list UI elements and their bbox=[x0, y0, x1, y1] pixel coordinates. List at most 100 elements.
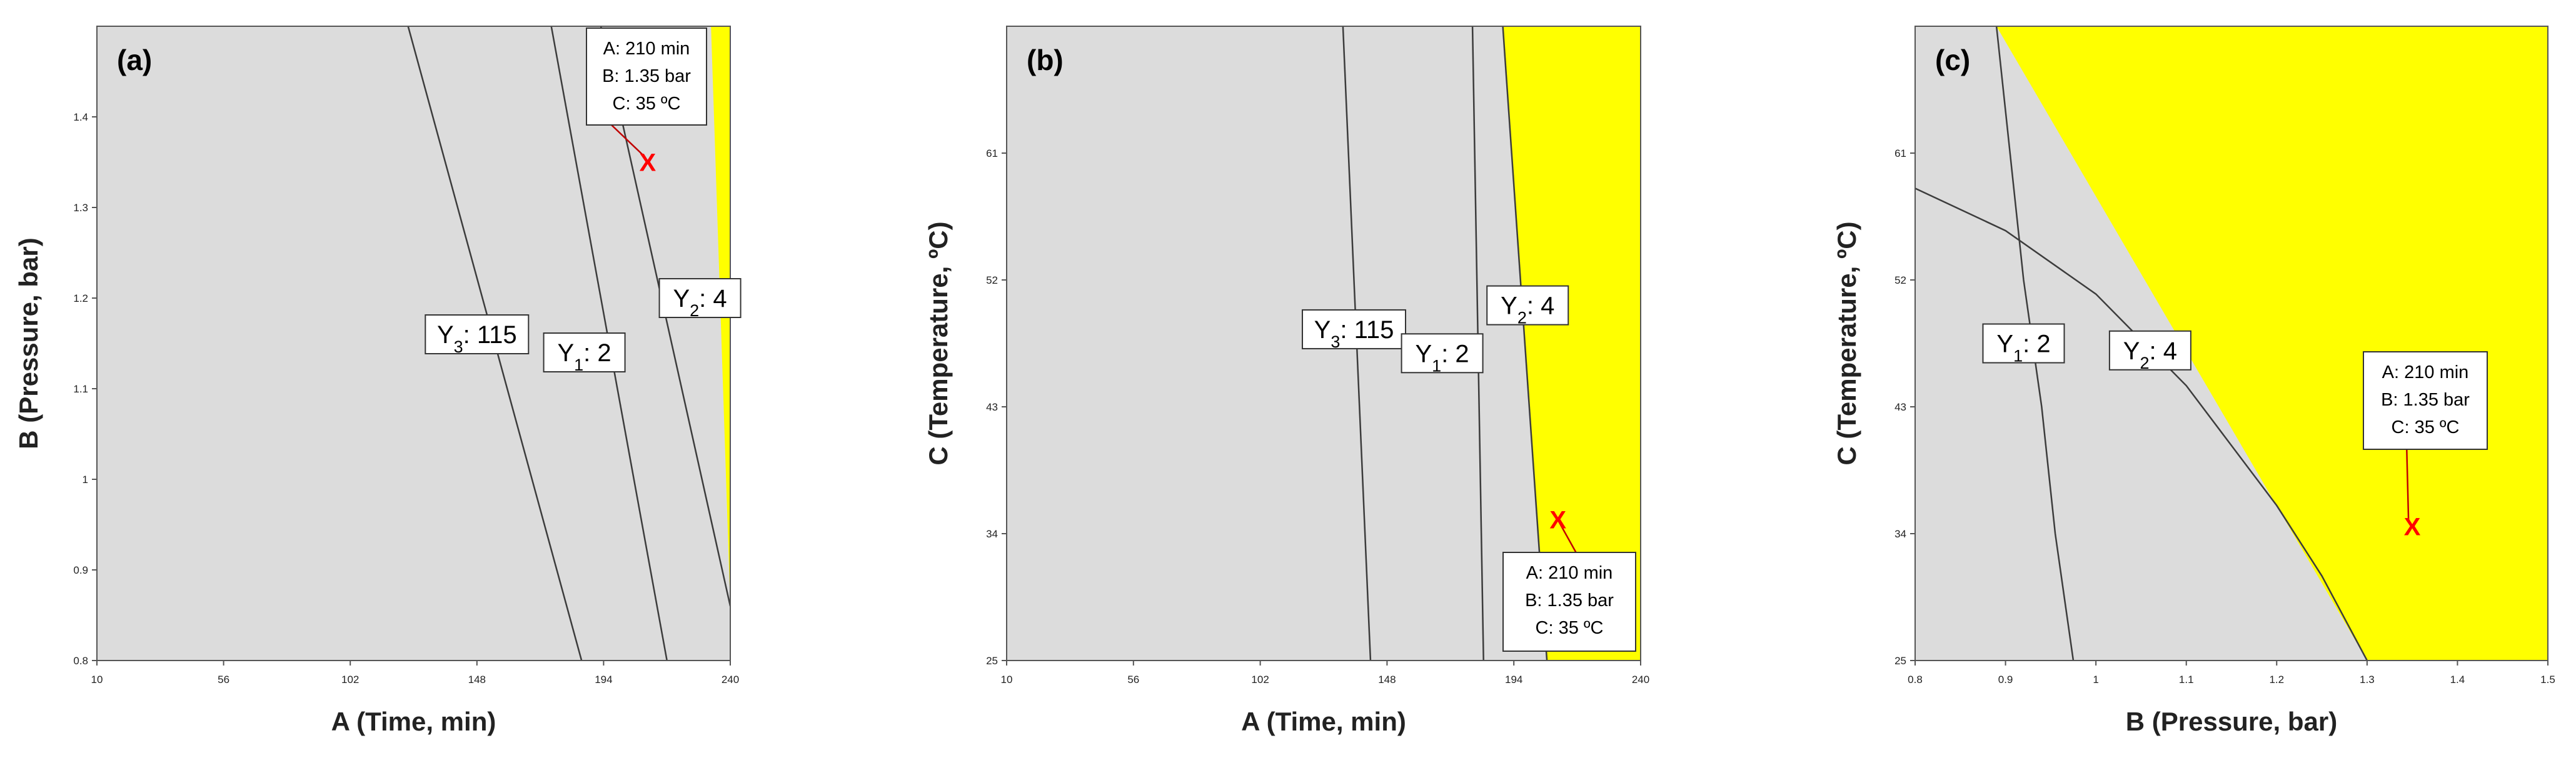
contour-label-sub: 1 bbox=[1432, 356, 1441, 375]
annotation-line: C: 35 ºC bbox=[1536, 618, 1604, 638]
y-tick-label: 61 bbox=[1894, 147, 1906, 159]
contour-label: Y2: 4 bbox=[658, 278, 742, 320]
contour-label-box bbox=[1401, 333, 1484, 374]
contour-label-text: Y3: 115 bbox=[437, 321, 517, 356]
contour-label-sub: 1 bbox=[574, 356, 583, 374]
x-tick-label: 56 bbox=[1127, 674, 1139, 686]
y-tick-label: 34 bbox=[986, 528, 998, 540]
x-tick-label: 1.2 bbox=[2269, 674, 2284, 686]
contour-label-sub: 3 bbox=[1331, 332, 1340, 351]
contour-label-text: Y2: 4 bbox=[2123, 337, 2177, 372]
contour-label-text: Y1: 2 bbox=[1996, 331, 2050, 366]
annotation-leader bbox=[2406, 449, 2410, 521]
annotation-line: A: 210 min bbox=[603, 39, 690, 59]
x-tick-label: 194 bbox=[595, 674, 612, 686]
contour-label-value: : 4 bbox=[1527, 292, 1554, 320]
x-tick-label: 102 bbox=[1251, 674, 1269, 686]
contour-label-y: Y bbox=[557, 339, 574, 367]
contour-label-value: : 115 bbox=[463, 321, 517, 349]
annotation-line: A: 210 min bbox=[1526, 563, 1613, 583]
contour-label: Y3: 115 bbox=[425, 314, 530, 356]
x-tick-label: 102 bbox=[341, 674, 359, 686]
x-tick-label: 1.1 bbox=[2179, 674, 2194, 686]
contour-line bbox=[1915, 187, 2368, 661]
contour-label-y: Y bbox=[1501, 292, 1517, 320]
annotation-line: A: 210 min bbox=[2382, 362, 2469, 382]
annotation-leader bbox=[611, 124, 645, 157]
optimum-marker: X bbox=[2404, 514, 2421, 541]
panel-label: (b) bbox=[1027, 44, 1064, 76]
x-tick-label: 240 bbox=[722, 674, 739, 686]
y-tick-label: 1 bbox=[83, 474, 88, 486]
y-tick-label: 43 bbox=[986, 401, 998, 413]
y-tick-label: 43 bbox=[1894, 401, 1906, 413]
y-tick-label: 34 bbox=[1894, 528, 1906, 540]
x-tick-label: 0.8 bbox=[1908, 674, 1923, 686]
contour-label-box bbox=[543, 332, 626, 372]
x-tick-label: 56 bbox=[218, 674, 229, 686]
contour-label: Y1: 2 bbox=[1982, 323, 2065, 366]
contour-label-sub: 2 bbox=[1517, 309, 1527, 327]
contour-label: Y2: 4 bbox=[1486, 285, 1569, 327]
plot-frame bbox=[1006, 26, 1641, 661]
optimum-annotation: A: 210 min B: 1.35 bar C: 35 ºC bbox=[1502, 512, 1636, 652]
annotation-box bbox=[1502, 552, 1636, 652]
annotation-box bbox=[586, 27, 707, 126]
y-tick-label: 1.4 bbox=[73, 111, 88, 123]
contour-label: Y2: 4 bbox=[2108, 330, 2191, 372]
contour-label-value: : 2 bbox=[1441, 340, 1469, 367]
contour-label-box bbox=[1486, 285, 1569, 326]
contour-label-y: Y bbox=[1996, 331, 2013, 358]
panel-1: 10 56 102 148 194 240 0.8 0.9 1 1.1 1.2 1.3 1.4 A (Ti… bbox=[14, 26, 742, 736]
contour-label-text: Y2: 4 bbox=[673, 285, 727, 320]
contour-label-sub: 1 bbox=[2013, 347, 2023, 366]
x-tick-label: 240 bbox=[1632, 674, 1649, 686]
contour-label-value: : 2 bbox=[2023, 331, 2050, 358]
contour-label-y: Y bbox=[1415, 340, 1432, 367]
y-tick-label: 1.3 bbox=[73, 202, 88, 214]
y-tick-label: 25 bbox=[986, 655, 998, 667]
y-tick-label: 0.8 bbox=[73, 655, 88, 667]
annotation-line: B: 1.35 bar bbox=[1525, 591, 1614, 611]
contour-label-text: Y1: 2 bbox=[1415, 340, 1469, 375]
contour-label-value: : 4 bbox=[699, 285, 727, 312]
y-tick-label: 61 bbox=[986, 147, 998, 159]
contour-label: Y3: 115 bbox=[1301, 309, 1406, 351]
y-tick-label: 25 bbox=[1894, 655, 1906, 667]
x-axis-label: B (Pressure, bar) bbox=[2126, 707, 2337, 736]
contour-label-sub: 3 bbox=[454, 337, 463, 356]
annotation-line: B: 1.35 bar bbox=[2381, 390, 2470, 410]
contour-label-box bbox=[1982, 323, 2065, 364]
optimum-marker: X bbox=[640, 149, 657, 177]
y-tick-label: 1.1 bbox=[73, 383, 88, 395]
x-tick-label: 1.4 bbox=[2450, 674, 2465, 686]
x-tick-label: 10 bbox=[1001, 674, 1013, 686]
x-axis-label: A (Time, min) bbox=[331, 707, 496, 736]
annotation-line: B: 1.35 bar bbox=[602, 66, 691, 86]
y-tick-label: 52 bbox=[986, 274, 998, 286]
y-tick-label: 52 bbox=[1894, 274, 1906, 286]
annotation-line: C: 35 ºC bbox=[613, 94, 681, 114]
panel-2: 10 56 102 148 194 240 25 34 43 52 61 A (Time, min) C… bbox=[923, 26, 1649, 736]
contour-label-y: Y bbox=[437, 321, 454, 349]
optimum-annotation: A: 210 min B: 1.35 bar C: 35 ºC bbox=[2363, 351, 2488, 521]
contour-label-value: : 115 bbox=[1340, 316, 1394, 344]
contour-label-sub: 2 bbox=[2140, 354, 2149, 372]
y-axis-label: B (Pressure, bar) bbox=[14, 237, 43, 449]
y-axis-label: C (Temperature, ºC) bbox=[923, 221, 953, 465]
contour-label-box bbox=[2108, 330, 2191, 371]
y-tick-label: 0.9 bbox=[73, 564, 88, 576]
contour-label-sub: 2 bbox=[690, 301, 699, 320]
contour-label-box bbox=[425, 314, 530, 354]
x-tick-label: 194 bbox=[1505, 674, 1522, 686]
panel-label: (c) bbox=[1935, 44, 1970, 76]
contour-label-value: : 2 bbox=[583, 339, 611, 367]
x-tick-label: 148 bbox=[468, 674, 486, 686]
y-axis-label: C (Temperature, ºC) bbox=[1832, 221, 1861, 465]
optimum-marker: X bbox=[1549, 506, 1566, 534]
panel-label: (a) bbox=[117, 44, 152, 76]
x-axis-label: A (Time, min) bbox=[1241, 707, 1406, 736]
x-tick-label: 148 bbox=[1378, 674, 1396, 686]
feasible-region bbox=[711, 26, 730, 606]
contour-label-value: : 4 bbox=[2150, 337, 2177, 365]
